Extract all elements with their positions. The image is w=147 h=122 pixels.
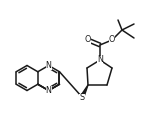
Text: O: O: [109, 36, 115, 45]
Text: N: N: [46, 86, 52, 95]
Text: N: N: [46, 61, 52, 70]
Text: O: O: [85, 36, 91, 45]
Text: S: S: [79, 93, 85, 102]
Polygon shape: [80, 85, 88, 98]
Text: N: N: [97, 56, 103, 65]
